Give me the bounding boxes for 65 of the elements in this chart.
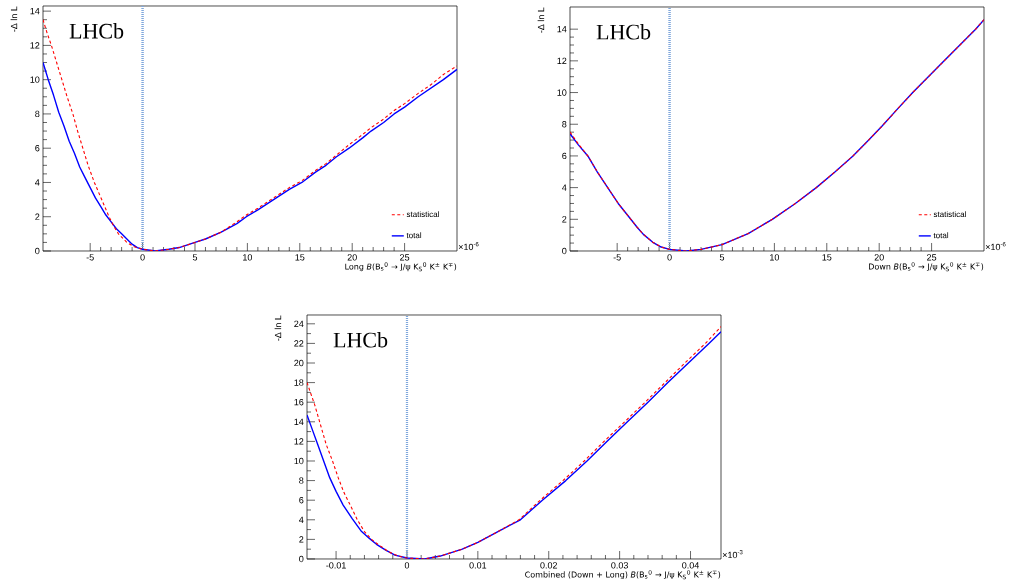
x-tick-label: 0.03: [611, 562, 628, 569]
y-tick-label: 8: [299, 477, 304, 484]
annotation: LHCb: [333, 332, 388, 348]
y-tick-label: 12: [294, 438, 304, 445]
y-axis-title: -Δ ln L: [537, 7, 545, 33]
x-tick-label: 10: [243, 254, 253, 261]
x-tick-label: 5: [192, 254, 198, 261]
y-tick-label: 4: [299, 516, 304, 523]
y-tick-label: 10: [557, 89, 567, 96]
y-tick-label: 2: [299, 536, 304, 543]
legend-label: statistical: [406, 211, 439, 218]
y-tick-label: 6: [562, 152, 567, 160]
text: ×10$^{-3}$: [722, 550, 743, 559]
x-tick-label: 5: [719, 254, 725, 261]
x-tick-label: 15: [822, 254, 832, 261]
annotation: LHCb: [596, 24, 651, 40]
y-axis-title: -Δ ln L: [10, 6, 18, 32]
x-tick-label: 20: [874, 254, 884, 261]
legend-label: statistical: [933, 211, 966, 218]
y-tick-label: 10: [294, 457, 304, 465]
text: Long B(B$_{s}$$^{0}$ → J/ψ K$_{S}$$^{0}$ K$^{±}$ K$^{∓}$): [345, 262, 457, 272]
x-tick-label: 15: [295, 254, 305, 261]
y-tick-label: 6: [35, 145, 40, 152]
y-tick-label: 8: [35, 110, 40, 118]
text: Down B(B$_{s}$$^{0}$ → J/ψ K$_{S}$$^{0}$ K$^{±}$ K$^{∓}$): [869, 262, 984, 272]
x-tick-label: 0: [140, 254, 145, 261]
text: ×10$^{-6}$: [458, 242, 479, 251]
legend-label: total: [933, 232, 949, 239]
y-tick-label: 0: [299, 555, 304, 563]
x-tick-label: 25: [400, 254, 410, 261]
x-tick-label: 0: [404, 562, 410, 569]
x-tick-label: 25: [927, 254, 937, 261]
y-tick-label: 0: [562, 247, 567, 255]
text: ×10$^{-6}$: [985, 242, 1006, 251]
y-tick-label: 16: [294, 399, 304, 406]
x-tick-label: 0.01: [469, 562, 487, 569]
y-tick-label: 12: [30, 42, 40, 49]
x-tick-label: -5: [613, 254, 621, 261]
y-tick-label: 20: [294, 359, 304, 367]
x-tick-label: 0.04: [682, 562, 700, 569]
annotation: LHCb: [69, 23, 124, 39]
x-tick-label: -0.01: [326, 562, 346, 569]
y-tick-label: 4: [35, 179, 40, 186]
x-tick-label: 20: [347, 254, 357, 261]
y-tick-label: 8: [562, 121, 567, 128]
x-tick-label: 0: [667, 254, 672, 261]
x-tick-label: -5: [86, 254, 94, 261]
x-tick-label: 10: [770, 254, 780, 261]
y-tick-label: 14: [557, 26, 567, 33]
y-tick-label: 22: [294, 340, 304, 347]
y-tick-label: 4: [562, 184, 567, 191]
y-tick-label: 14: [30, 8, 40, 15]
x-tick-label: 0.02: [540, 562, 558, 569]
y-axis-title: -Δ ln L: [274, 315, 282, 341]
y-tick-label: 2: [562, 216, 567, 223]
y-tick-label: 10: [30, 76, 40, 83]
y-tick-label: 14: [294, 418, 304, 425]
y-tick-label: 12: [557, 57, 567, 64]
text: Combined (Down + Long) B(B$_{s}$$^{0}$ → J/ψ K$_{S}$$^{0}$ K$^{±}$ K$^{∓}$): [525, 570, 721, 580]
y-tick-label: 0: [35, 247, 40, 255]
y-tick-label: 2: [35, 213, 40, 220]
y-tick-label: 18: [294, 379, 304, 386]
y-tick-label: 24: [294, 320, 304, 327]
legend-label: total: [406, 232, 422, 239]
y-tick-label: 6: [299, 497, 304, 504]
